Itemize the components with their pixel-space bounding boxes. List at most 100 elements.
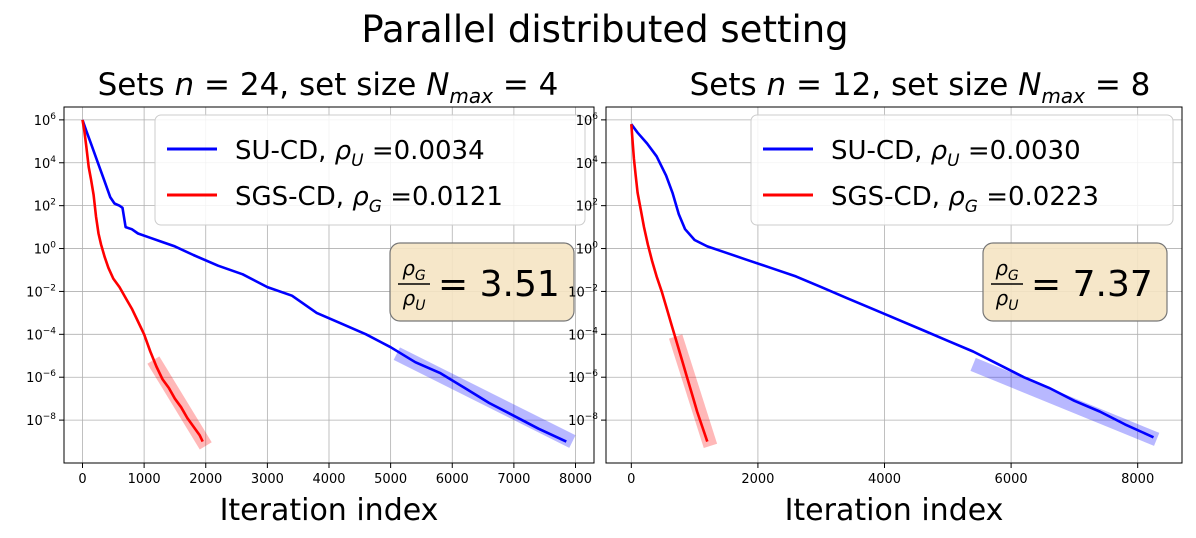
- ratio-den-symbol: ρ: [996, 286, 1009, 310]
- ratio-den-subscript: U: [1008, 298, 1018, 314]
- chart-panel-right: Sets n = 12, set size Nmax = 8 0 2000 4000 6…: [568, 67, 1183, 528]
- title-text: = 12, set size: [786, 67, 1018, 103]
- y-tick-label: 10−6: [26, 369, 56, 386]
- legend-rho-subscript: U: [351, 151, 364, 171]
- x-tick-label: 2000: [741, 472, 774, 487]
- y-tick-exponent: −2: [43, 283, 56, 293]
- series-line-1: [630, 124, 709, 443]
- legend-rho-symbol: ρ: [335, 136, 352, 166]
- y-tick-base: 10: [34, 114, 51, 129]
- x-tick-label: 6000: [995, 472, 1028, 487]
- legend-rho-symbol: ρ: [948, 182, 965, 212]
- title-N-symbol: N: [426, 67, 449, 103]
- ratio-numerator: ρG: [995, 256, 1019, 284]
- series-line-0: [630, 123, 1155, 439]
- y-tick-label: 100: [576, 241, 599, 258]
- figure-title: Parallel distributed setting: [361, 8, 848, 51]
- y-tick-base: 10: [576, 200, 593, 215]
- ratio-numerator: ρG: [402, 256, 426, 284]
- legend-label-1: SGS-CD, ρG =0.0121: [235, 182, 503, 217]
- x-tick-label: 8000: [1121, 472, 1154, 487]
- title-text: Sets: [98, 67, 175, 103]
- x-axis-label: Iteration index: [785, 493, 1004, 528]
- ratio-denominator: ρU: [996, 286, 1019, 314]
- ratio-denominator: ρU: [403, 286, 426, 314]
- x-tick-label: 4000: [312, 472, 345, 487]
- y-tick-exponent: 6: [592, 112, 598, 122]
- y-tick-base: 10: [568, 285, 585, 300]
- y-tick-base: 10: [576, 114, 593, 129]
- title-N-subscript: max: [449, 84, 493, 108]
- legend-box: [750, 114, 1174, 226]
- x-tick-label: 8000: [559, 472, 592, 487]
- ratio-num-symbol: ρ: [402, 256, 415, 280]
- legend-label-0: SU-CD, ρU =0.0034: [235, 136, 485, 171]
- panel-title: Sets n = 12, set size Nmax = 8: [690, 67, 1151, 108]
- ratio-num-subscript: G: [1008, 268, 1019, 284]
- title-N-symbol: N: [1018, 67, 1041, 103]
- y-tick-base: 10: [34, 157, 51, 172]
- y-tick-exponent: 4: [50, 155, 56, 165]
- plot-frame: [605, 106, 1183, 464]
- ratio-box: [982, 242, 1168, 322]
- y-tick-exponent: −8: [43, 412, 57, 422]
- y-tick-label: 102: [34, 198, 56, 215]
- y-tick-exponent: 4: [592, 155, 598, 165]
- title-text: Sets: [690, 67, 767, 103]
- y-tick-label: 104: [576, 155, 599, 172]
- legend-value: =0.0030: [960, 136, 1081, 166]
- x-tick-label: 3000: [251, 472, 284, 487]
- title-n-symbol: n: [767, 67, 787, 103]
- y-tick-base: 10: [568, 414, 585, 429]
- y-tick-label: 102: [576, 198, 598, 215]
- y-tick-exponent: −8: [585, 412, 599, 422]
- legend-rho-subscript: G: [965, 197, 978, 217]
- legend-rho-symbol: ρ: [931, 136, 948, 166]
- y-tick-label: 10−8: [26, 412, 56, 429]
- legend-text: SU-CD,: [235, 136, 335, 166]
- y-tick-base: 10: [26, 328, 43, 343]
- title-n-symbol: n: [175, 67, 195, 103]
- legend-text: SGS-CD,: [235, 182, 352, 212]
- legend-box: [154, 114, 586, 226]
- ratio-box: [389, 242, 575, 322]
- x-tick-label: 0: [627, 472, 635, 487]
- y-tick-exponent: −4: [43, 326, 57, 336]
- y-tick-label: 10−8: [568, 412, 598, 429]
- y-tick-exponent: 6: [50, 112, 56, 122]
- ratio-value: = 7.37: [1031, 264, 1153, 305]
- legend-rho-subscript: U: [947, 151, 960, 171]
- y-tick-exponent: −6: [585, 369, 599, 379]
- ratio-value: = 3.51: [438, 264, 560, 305]
- x-tick-label: 0: [78, 472, 86, 487]
- y-tick-label: 106: [576, 112, 599, 129]
- ratio-num-subscript: G: [415, 268, 426, 284]
- y-tick-label: 100: [34, 241, 57, 258]
- title-text: = 4: [493, 67, 558, 103]
- x-tick-label: 5000: [374, 472, 407, 487]
- y-tick-exponent: −4: [585, 326, 599, 336]
- x-axis-label: Iteration index: [220, 493, 439, 528]
- ratio-num-symbol: ρ: [995, 256, 1008, 280]
- x-tick-label: 7000: [497, 472, 530, 487]
- y-tick-base: 10: [576, 157, 593, 172]
- y-tick-base: 10: [568, 371, 585, 386]
- y-tick-base: 10: [576, 243, 593, 258]
- legend-rho-subscript: G: [369, 197, 382, 217]
- x-tick-label: 6000: [436, 472, 469, 487]
- legend-label-1: SGS-CD, ρG =0.0223: [831, 182, 1099, 217]
- legend-value: =0.0121: [382, 182, 503, 212]
- legend-label-0: SU-CD, ρU =0.0030: [831, 136, 1081, 171]
- y-tick-base: 10: [26, 414, 43, 429]
- y-tick-exponent: 0: [50, 241, 56, 251]
- series-line-0: [81, 119, 567, 443]
- y-tick-base: 10: [34, 200, 51, 215]
- y-tick-label: 10−2: [568, 283, 598, 300]
- y-tick-base: 10: [26, 285, 43, 300]
- y-tick-label: 106: [34, 112, 57, 129]
- y-tick-label: 10−2: [26, 283, 56, 300]
- title-text: = 8: [1085, 67, 1150, 103]
- title-N-subscript: max: [1041, 84, 1085, 108]
- panel-title: Sets n = 24, set size Nmax = 4: [98, 67, 559, 108]
